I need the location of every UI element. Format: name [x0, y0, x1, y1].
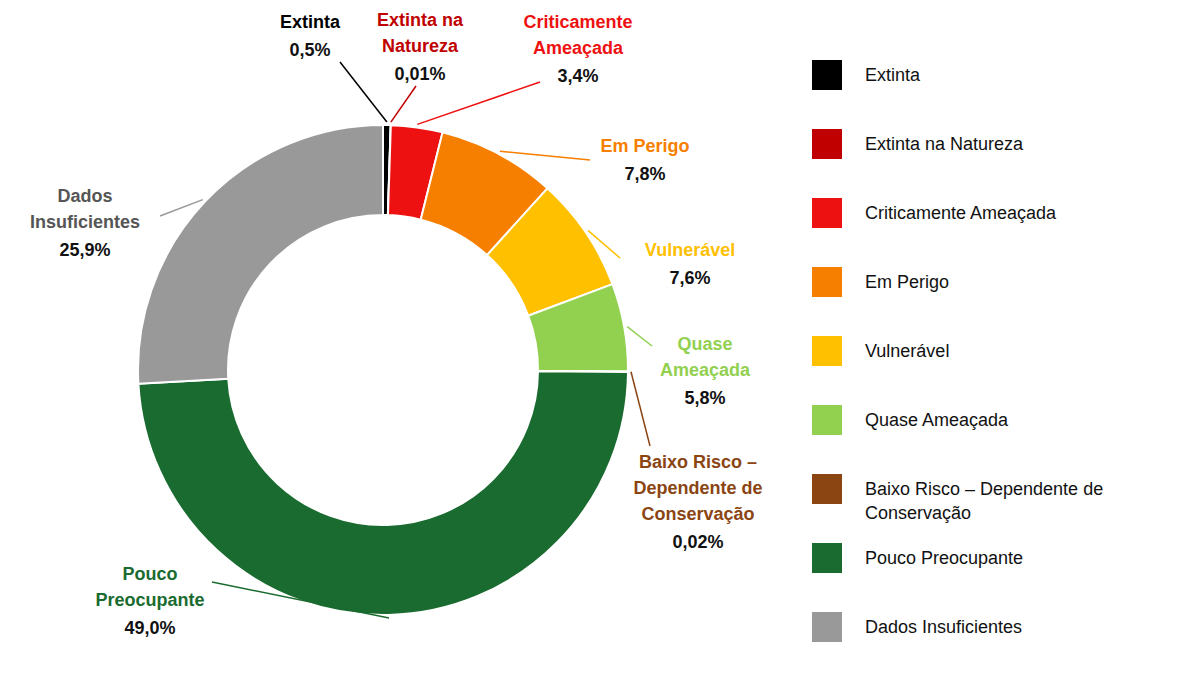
html-text:Extinta na Natureza: Extinta na Natureza	[865, 134, 1024, 154]
svg-text:CriticamenteAmeaçada3,4%: CriticamenteAmeaçada3,4%	[523, 12, 632, 86]
svg-text:PoucoPreocupante49,0%: PoucoPreocupante49,0%	[95, 564, 204, 638]
html-text:Baixo Risco – Dependente de Co: Baixo Risco – Dependente de Conservação	[865, 479, 1104, 523]
svg-text:Em Perigo7,8%: Em Perigo7,8%	[600, 136, 689, 184]
svg-text:Extinta0,5%: Extinta0,5%	[280, 12, 341, 60]
html-text:Vulnerável: Vulnerável	[865, 341, 950, 361]
svg-text:QuaseAmeaçada5,8%: QuaseAmeaçada5,8%	[660, 334, 751, 408]
html-text:Quase Ameaçada: Quase Ameaçada	[865, 410, 1009, 430]
svg-text:Extinta naNatureza0,01%: Extinta naNatureza0,01%	[377, 10, 464, 84]
html-text:Extinta: Extinta	[865, 65, 920, 85]
html-text:Pouco Preocupante: Pouco Preocupante	[865, 548, 1024, 568]
html-text:Em Perigo: Em Perigo	[865, 272, 949, 292]
svg-text:DadosInsuficientes25,9%: DadosInsuficientes25,9%	[30, 186, 140, 260]
html-text:Criticamente Ameaçada: Criticamente Ameaçada	[865, 203, 1057, 223]
svg-text:Vulnerável7,6%: Vulnerável7,6%	[645, 240, 735, 288]
html-text:Dados Insuficientes: Dados Insuficientes	[865, 617, 1023, 637]
svg-text:Baixo Risco –Dependente deCons: Baixo Risco –Dependente deConservação0,0…	[633, 452, 762, 552]
